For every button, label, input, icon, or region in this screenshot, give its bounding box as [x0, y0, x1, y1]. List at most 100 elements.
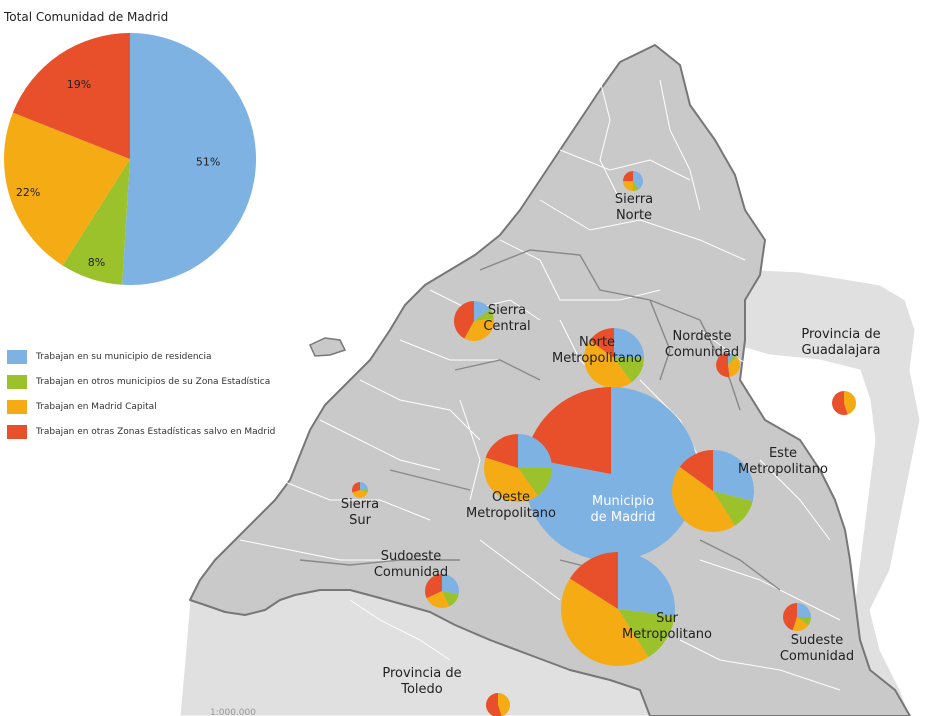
label-nordeste-comunidad-line-2: Comunidad	[665, 345, 739, 360]
legend-item-other: Trabajan en otras Zonas Estadísticas sal…	[7, 419, 275, 444]
region-pies	[351, 171, 856, 716]
pie-sierra-central-slice-residence	[474, 301, 491, 321]
pie-norte-metropolitano-slice-capital	[584, 340, 632, 388]
label-este-metropolitano-line-1: Este	[769, 446, 797, 461]
pie-este-metropolitano-slice-residence	[713, 450, 754, 502]
label-oeste-metropolitano-line-1: Oeste	[492, 490, 530, 505]
label-sur-metropolitano: Sur Metropolitano	[622, 611, 712, 642]
label-sudoeste-comunidad: Sudoeste Comunidad	[374, 549, 448, 580]
label-municipio-de-madrid-line-1: Municipio	[592, 494, 654, 509]
province-guadalajara-area	[719, 269, 921, 716]
pie-sierra-central-slice-capital	[464, 318, 494, 342]
pie-sierra-sur-slice-other	[351, 482, 360, 493]
main-pie-label-residence: 51%	[196, 156, 220, 169]
label-sudeste-comunidad-line-1: Sudeste	[791, 633, 844, 648]
pie-provincia-de-toledo	[486, 693, 510, 716]
pie-nordeste-comunidad-slice-zone	[728, 354, 737, 365]
pie-este-metropolitano	[671, 449, 754, 533]
label-sudoeste-comunidad-line-2: Comunidad	[374, 565, 448, 580]
label-sierra-norte: Sierra Norte	[615, 192, 653, 223]
pie-oeste-metropolitano-slice-other	[485, 434, 518, 468]
pie-norte-metropolitano-slice-other	[589, 328, 614, 358]
pie-oeste-metropolitano	[483, 434, 552, 503]
label-norte-metropolitano-line-1: Norte	[579, 335, 615, 350]
pie-sierra-norte-slice-residence	[633, 171, 644, 190]
legend-label-other: Trabajan en otras Zonas Estadísticas sal…	[36, 426, 276, 437]
pie-nordeste-comunidad-slice-capital	[728, 356, 741, 377]
pie-sierra-central	[453, 300, 494, 342]
legend-swatch-other	[7, 424, 27, 439]
main-pie-label-capital: 22%	[16, 186, 40, 199]
pie-sierra-sur-slice-zone	[360, 490, 368, 493]
pie-este-metropolitano-slice-zone	[713, 491, 753, 526]
label-sudeste-comunidad-line-2: Comunidad	[780, 649, 854, 664]
pie-sudoeste-comunidad-slice-residence	[442, 574, 460, 595]
pie-municipio-de-madrid-slice-residence	[523, 387, 698, 562]
pie-sierra-norte-slice-other	[623, 171, 633, 181]
pie-sudeste-comunidad-slice-other	[783, 603, 797, 631]
legend-item-capital: Trabajan en Madrid Capital	[7, 394, 275, 419]
chart-title: Total Comunidad de Madrid	[4, 10, 169, 24]
legend-swatch-capital	[7, 399, 27, 414]
label-provincia-de-toledo: Provincia de Toledo	[382, 666, 461, 697]
pie-provincia-de-guadalajara-slice-capital	[844, 391, 856, 415]
pie-sierra-norte-slice-capital	[623, 181, 633, 191]
pie-sudeste-comunidad-slice-capital	[792, 617, 809, 631]
label-provincia-de-guadalajara-line-2: Guadalajara	[802, 343, 881, 358]
legend-label-capital: Trabajan en Madrid Capital	[36, 401, 157, 412]
label-sudoeste-comunidad-line-1: Sudoeste	[381, 549, 442, 564]
pie-sierra-sur-slice-residence	[360, 482, 368, 490]
main-pie-slice-capital	[4, 112, 130, 266]
label-oeste-metropolitano-line-2: Metropolitano	[466, 506, 556, 521]
scale-text: 1:000.000	[210, 708, 256, 716]
label-sierra-central-line-2: Central	[483, 319, 530, 334]
main-pie-label-zone: 8%	[88, 256, 105, 269]
label-sierra-norte-line-1: Sierra	[615, 192, 653, 207]
label-nordeste-comunidad-line-1: Nordeste	[673, 329, 732, 344]
label-provincia-de-toledo-line-2: Toledo	[400, 682, 443, 697]
pie-sur-metropolitano-slice-residence	[618, 552, 675, 617]
pie-sierra-sur-slice-capital	[352, 490, 368, 499]
pie-sudeste-comunidad-slice-residence	[797, 603, 811, 617]
pie-sur-metropolitano-slice-other	[569, 552, 618, 609]
pie-sierra-central-slice-zone	[474, 309, 494, 321]
pie-norte-metropolitano-slice-zone	[614, 358, 644, 383]
label-norte-metropolitano-line-2: Metropolitano	[552, 351, 642, 366]
label-sierra-norte-line-2: Norte	[616, 208, 652, 223]
pie-sierra-norte	[623, 171, 644, 191]
pie-provincia-de-guadalajara-slice-other	[831, 391, 848, 416]
label-oeste-metropolitano: Oeste Metropolitano	[466, 490, 556, 521]
label-provincia-de-guadalajara-line-1: Provincia de	[801, 327, 880, 342]
pie-norte-metropolitano	[584, 328, 644, 388]
label-sierra-sur-line-1: Sierra	[341, 497, 379, 512]
pie-sierra-sur	[351, 482, 368, 499]
label-nordeste-comunidad: Nordeste Comunidad	[665, 329, 739, 360]
pie-nordeste-comunidad-slice-residence	[728, 353, 734, 365]
pie-sudoeste-comunidad-slice-capital	[426, 591, 450, 608]
legend-item-zone: Trabajan en otros municipios de su Zona …	[7, 369, 275, 394]
label-norte-metropolitano: Norte Metropolitano	[552, 335, 642, 366]
legend-item-residence: Trabajan en su municipio de residencia	[7, 344, 275, 369]
pie-sur-metropolitano-slice-zone	[618, 609, 675, 658]
pie-sudeste-comunidad-slice-zone	[797, 617, 811, 626]
label-municipio-de-madrid: Municipio de Madrid	[590, 494, 655, 525]
pie-este-metropolitano-slice-capital	[671, 466, 735, 533]
label-sur-metropolitano-line-1: Sur	[656, 611, 678, 626]
pie-nordeste-comunidad	[716, 353, 741, 377]
label-sierra-central: Sierra Central	[483, 303, 530, 334]
pie-sur-metropolitano-slice-capital	[560, 578, 649, 667]
pie-oeste-metropolitano-slice-residence	[518, 434, 552, 468]
pie-oeste-metropolitano-slice-zone	[518, 468, 552, 496]
label-sierra-sur-line-2: Sur	[349, 513, 371, 528]
pie-provincia-de-toledo-slice-other	[486, 693, 502, 716]
label-este-metropolitano-line-2: Metropolitano	[738, 462, 828, 477]
main-pie-slice-zone	[62, 159, 130, 285]
pie-provincia-de-toledo-slice-capital	[498, 693, 510, 716]
legend-swatch-residence	[7, 349, 27, 364]
label-municipio-de-madrid-line-2: de Madrid	[590, 510, 655, 525]
pie-oeste-metropolitano-slice-capital	[483, 457, 538, 503]
pie-sudoeste-comunidad	[425, 574, 460, 608]
pie-sudeste-comunidad	[783, 603, 811, 631]
